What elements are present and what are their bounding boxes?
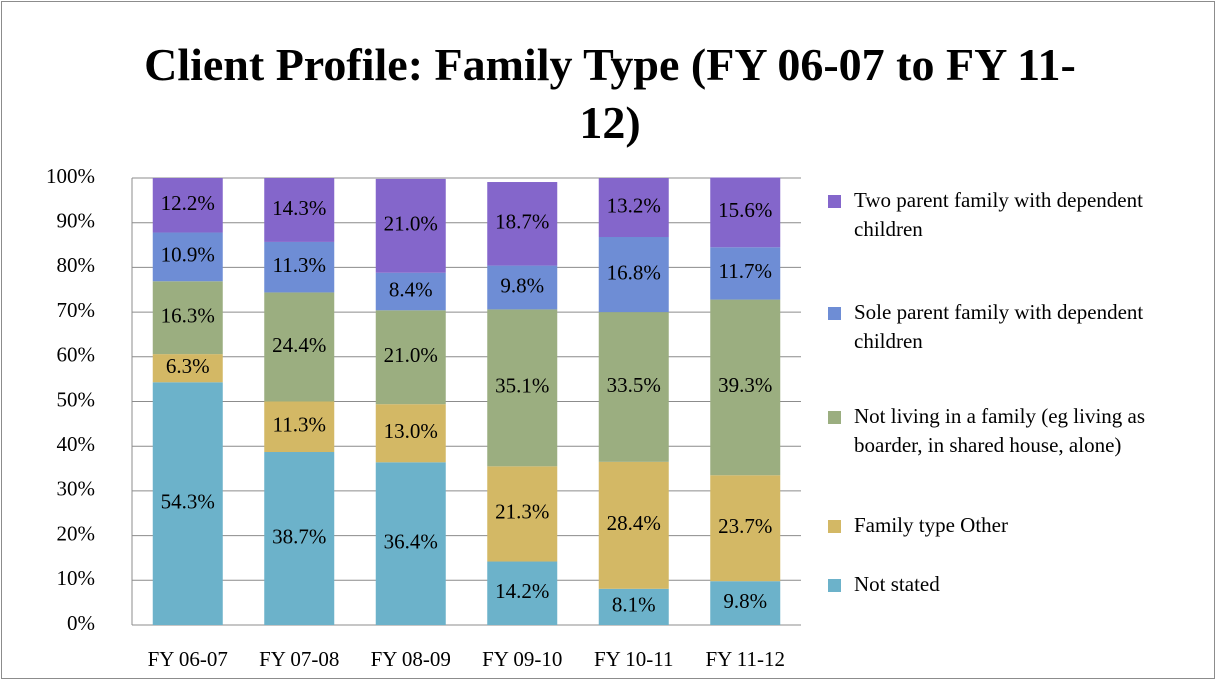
x-tick-label: FY 08-09 (371, 647, 451, 671)
data-label: 11.3% (273, 253, 326, 277)
legend-item: Two parent family with dependent childre… (828, 186, 1188, 244)
bar-segment (152, 232, 223, 282)
bar-segment (598, 237, 669, 313)
data-label: 39.3% (718, 373, 772, 397)
data-label: 16.8% (607, 260, 661, 284)
legend-swatch (828, 307, 841, 320)
y-tick-label: 100% (46, 164, 95, 188)
bar-segment (487, 561, 558, 625)
x-tick-label: FY 10-11 (594, 647, 674, 671)
legend-item: Not living in a family (eg living as boa… (828, 402, 1188, 460)
bar-segment (264, 241, 335, 293)
bar-segment (152, 382, 223, 625)
legend-item: Sole parent family with dependent childr… (828, 298, 1188, 356)
bar-segment (152, 281, 223, 355)
y-tick-label: 50% (57, 387, 96, 411)
data-label: 13.0% (384, 419, 438, 443)
data-label: 14.2% (495, 579, 549, 603)
bar-segment (152, 178, 223, 233)
data-label: 35.1% (495, 374, 549, 398)
y-tick-label: 30% (57, 477, 96, 501)
bar-segment (598, 312, 669, 462)
data-label: 24.4% (272, 333, 326, 357)
data-label: 16.3% (161, 304, 215, 328)
data-label: 21.0% (384, 343, 438, 367)
data-label: 21.0% (384, 212, 438, 236)
bar-segment (375, 272, 446, 311)
x-tick-label: FY 11-12 (705, 647, 785, 671)
data-label: 9.8% (723, 589, 767, 613)
data-label: 8.4% (389, 277, 433, 301)
x-tick-label: FY 07-08 (259, 647, 339, 671)
data-label: 10.9% (161, 243, 215, 267)
data-label: 9.8% (500, 273, 544, 297)
bar-segment (598, 461, 669, 589)
legend-label: Family type Other (854, 513, 1008, 537)
legend-label: Two parent family with dependent childre… (854, 188, 1143, 241)
data-label: 13.2% (607, 193, 661, 217)
data-label: 8.1% (612, 593, 656, 617)
bar-segment (152, 354, 223, 383)
legend-item: Family type Other (828, 511, 1188, 540)
bar-segment (375, 178, 446, 273)
data-label: 23.7% (718, 514, 772, 538)
bar-segment (487, 182, 558, 266)
bar-segment (710, 247, 781, 300)
data-label: 15.6% (718, 198, 772, 222)
bar-segment (264, 452, 335, 625)
y-tick-label: 10% (57, 566, 96, 590)
data-label: 14.3% (272, 196, 326, 220)
bar-segment (487, 309, 558, 467)
data-label: 11.7% (719, 259, 772, 283)
bar-segment (598, 178, 669, 238)
bar-segment (375, 462, 446, 625)
data-label: 36.4% (384, 529, 438, 553)
bar-segment (375, 310, 446, 405)
bar-segment (487, 466, 558, 562)
y-tick-label: 70% (57, 298, 96, 322)
legend-item: Not stated (828, 570, 1188, 599)
bar-segment (710, 581, 781, 625)
data-label: 33.5% (607, 373, 661, 397)
y-tick-label: 80% (57, 253, 96, 277)
bar-segment (710, 177, 781, 248)
bar-segment (375, 404, 446, 463)
legend-swatch (828, 195, 841, 208)
data-label: 11.3% (273, 413, 326, 437)
legend-swatch (828, 520, 841, 533)
bar-segment (264, 178, 335, 242)
y-tick-label: 90% (57, 209, 96, 233)
legend-label: Not living in a family (eg living as boa… (854, 404, 1146, 457)
legend-swatch (828, 411, 841, 424)
data-label: 12.2% (161, 191, 215, 215)
data-label: 54.3% (161, 489, 215, 513)
data-label: 6.3% (166, 354, 210, 378)
bar-segment (598, 588, 669, 625)
x-tick-label: FY 06-07 (148, 647, 228, 671)
bar-segment (264, 401, 335, 453)
bar-segment (710, 475, 781, 582)
y-tick-label: 0% (67, 611, 95, 635)
data-label: 38.7% (272, 524, 326, 548)
y-tick-label: 20% (57, 521, 96, 545)
legend-swatch (828, 579, 841, 592)
legend-label: Not stated (854, 572, 940, 596)
y-tick-label: 60% (57, 343, 96, 367)
bar-segment (710, 299, 781, 476)
data-label: 21.3% (495, 500, 549, 524)
bar-segment (264, 292, 335, 402)
bar-segment (487, 265, 558, 310)
y-tick-label: 40% (57, 432, 96, 456)
chart-title: Client Profile: Family Type (FY 06-07 to… (144, 39, 1076, 148)
data-label: 28.4% (607, 511, 661, 535)
data-label: 18.7% (495, 210, 549, 234)
x-tick-label: FY 09-10 (482, 647, 562, 671)
legend-label: Sole parent family with dependent childr… (854, 300, 1144, 353)
